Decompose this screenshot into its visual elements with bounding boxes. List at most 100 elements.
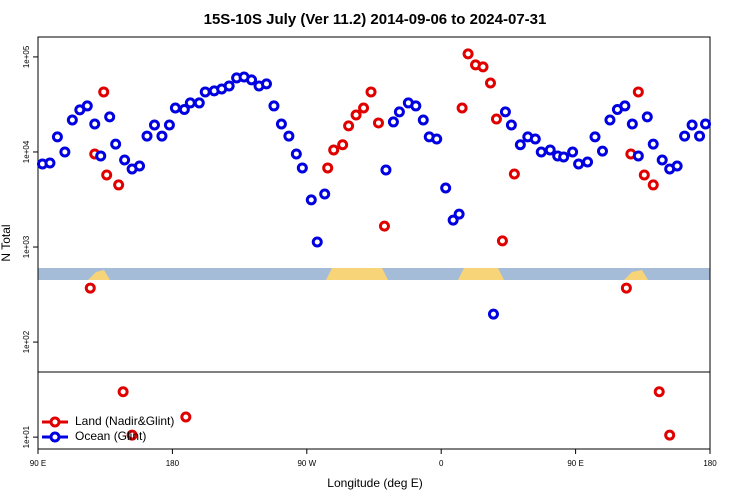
- point: [141, 130, 153, 142]
- point: [462, 48, 474, 60]
- point: [305, 194, 317, 206]
- point: [647, 138, 659, 150]
- point: [51, 131, 63, 143]
- x-tick-label: 0: [439, 459, 444, 468]
- land-mask-band: [38, 268, 710, 280]
- land-area: [88, 270, 110, 280]
- point: [529, 133, 541, 145]
- point: [626, 118, 638, 130]
- point: [337, 139, 349, 151]
- point: [641, 111, 653, 123]
- point: [378, 220, 390, 232]
- point: [496, 235, 508, 247]
- point: [619, 100, 631, 112]
- point: [447, 214, 459, 226]
- point: [104, 111, 116, 123]
- point: [343, 120, 355, 132]
- land-area: [458, 268, 504, 280]
- point: [410, 100, 422, 112]
- plot-frame: [37, 36, 711, 450]
- point: [647, 179, 659, 191]
- point: [101, 169, 113, 181]
- point: [505, 119, 517, 131]
- point: [686, 119, 698, 131]
- point: [84, 282, 96, 294]
- land-area: [326, 268, 388, 280]
- point: [275, 118, 287, 130]
- point: [573, 158, 585, 170]
- point: [223, 80, 235, 92]
- y-axis-label: N Total: [0, 224, 13, 261]
- x-tick-label: 180: [703, 459, 717, 468]
- y-tick-label: 1e+03: [22, 235, 31, 258]
- point: [393, 106, 405, 118]
- point: [89, 118, 101, 130]
- point: [380, 164, 392, 176]
- point: [283, 130, 295, 142]
- point: [664, 429, 676, 441]
- point: [358, 102, 370, 114]
- point: [604, 114, 616, 126]
- x-tick-label: 180: [166, 459, 180, 468]
- point: [417, 114, 429, 126]
- point: [126, 429, 138, 441]
- point: [671, 160, 683, 172]
- legend-marker: [49, 431, 61, 443]
- chart-title: 15S-10S July (Ver 11.2) 2014-09-06 to 20…: [204, 11, 547, 28]
- point: [110, 138, 122, 150]
- point: [453, 208, 465, 220]
- point: [365, 86, 377, 98]
- point: [95, 150, 107, 162]
- point: [156, 130, 168, 142]
- y-tick-label: 1e+01: [22, 425, 31, 448]
- point: [431, 133, 443, 145]
- point: [487, 308, 499, 320]
- point: [638, 169, 650, 181]
- point: [632, 86, 644, 98]
- point: [679, 130, 691, 142]
- point: [328, 144, 340, 156]
- point: [700, 118, 712, 130]
- point: [499, 106, 511, 118]
- point: [184, 97, 196, 109]
- point: [558, 151, 570, 163]
- point: [290, 148, 302, 160]
- y-tick-label: 1e+02: [22, 330, 31, 353]
- point: [694, 130, 706, 142]
- x-tick-label: 90 W: [297, 459, 316, 468]
- point: [477, 61, 489, 73]
- point: [484, 77, 496, 89]
- point: [387, 116, 399, 128]
- legend-label: Land (Nadir&Glint): [75, 414, 174, 428]
- point: [567, 146, 579, 158]
- point: [372, 117, 384, 129]
- point: [169, 102, 181, 114]
- point: [656, 154, 668, 166]
- point: [117, 386, 129, 398]
- point: [311, 236, 323, 248]
- y-tick-label: 1e+04: [22, 140, 31, 163]
- point: [81, 100, 93, 112]
- point: [246, 74, 258, 86]
- point: [508, 168, 520, 180]
- point: [59, 146, 71, 158]
- land-area: [624, 270, 648, 280]
- point: [544, 144, 556, 156]
- point: [456, 102, 468, 114]
- y-tick-label: 1e+05: [22, 45, 31, 68]
- x-tick-label: 90 E: [30, 459, 46, 468]
- point: [260, 78, 272, 90]
- point: [440, 182, 452, 194]
- point: [350, 109, 362, 121]
- point: [98, 86, 110, 98]
- point: [134, 160, 146, 172]
- point: [582, 156, 594, 168]
- point: [119, 154, 131, 166]
- point: [490, 113, 502, 125]
- point: [113, 179, 125, 191]
- point: [296, 162, 308, 174]
- point: [322, 162, 334, 174]
- point: [589, 131, 601, 143]
